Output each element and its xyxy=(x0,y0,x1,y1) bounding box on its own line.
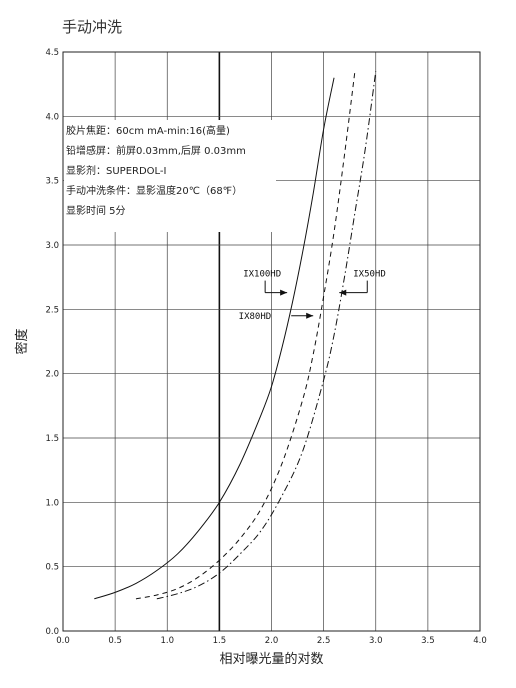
x-tick-label: 1.0 xyxy=(160,636,174,646)
annotation-arrow-head xyxy=(280,289,288,296)
y-tick-label: 3.0 xyxy=(45,241,59,251)
y-tick-label: 1.5 xyxy=(45,434,59,444)
x-tick-label: 2.0 xyxy=(265,636,279,646)
y-tick-label: 4.0 xyxy=(45,112,59,122)
series-line-ix100hd xyxy=(94,77,335,600)
y-tick-label: 2.0 xyxy=(45,370,59,380)
page-title: 手动冲洗 xyxy=(62,18,123,36)
plot-frame xyxy=(62,51,481,632)
y-tick-label: 2.5 xyxy=(45,305,59,315)
y-tick-label: 4.5 xyxy=(45,48,59,58)
y-tick-label: 0.0 xyxy=(45,627,59,637)
chart-note-line: 显影时间 5分 xyxy=(66,204,126,217)
x-tick-label: 2.5 xyxy=(317,636,331,646)
annotation-layer: IX100HD IX80HD IX50HD xyxy=(239,270,386,322)
annotation-arrow-head xyxy=(306,312,314,319)
x-axis-label: 相对曝光量的对数 xyxy=(219,651,323,667)
chart-notes: 胶片焦距：60cm mA-min:16(高量) 铅增感屏：前屏0.03mm,后屏 … xyxy=(66,124,246,217)
x-tick-label: 0.0 xyxy=(56,636,70,646)
y-axis-label: 密度 xyxy=(14,328,30,354)
annotation-label: IX50HD xyxy=(353,270,386,280)
y-tick-label: 0.5 xyxy=(45,563,59,573)
y-tick-label: 1.0 xyxy=(45,498,59,508)
chart-note-line: 显影剂：SUPERDOL-I xyxy=(66,164,167,177)
x-tick-label: 1.5 xyxy=(213,636,227,646)
chart-note-line: 手动冲洗条件：显影温度20℃（68℉） xyxy=(66,184,242,197)
series-line-ix80hd xyxy=(135,71,356,600)
x-tick-label: 4.0 xyxy=(473,636,487,646)
chart-note-line: 铅增感屏：前屏0.03mm,后屏 0.03mm xyxy=(66,144,246,157)
y-tick-labels: 0.0 0.5 1.0 1.5 2.0 2.5 3.0 3.5 4.0 4.5 xyxy=(45,48,59,637)
chart-note-line: 胶片焦距：60cm mA-min:16(高量) xyxy=(66,124,230,137)
annotation-label: IX100HD xyxy=(243,270,281,280)
annotation-arrow-head xyxy=(339,289,347,296)
notes-background xyxy=(64,120,276,232)
x-tick-labels: 0.0 0.5 1.0 1.5 2.0 2.5 3.0 3.5 4.0 xyxy=(56,636,487,646)
x-tick-label: 0.5 xyxy=(108,636,122,646)
annotation-label: IX80HD xyxy=(239,312,272,322)
series-line-ix50hd xyxy=(156,71,377,600)
x-tick-label: 3.5 xyxy=(421,636,435,646)
x-tick-label: 3.0 xyxy=(369,636,383,646)
series-layer xyxy=(94,71,377,600)
y-tick-label: 3.5 xyxy=(45,177,59,187)
